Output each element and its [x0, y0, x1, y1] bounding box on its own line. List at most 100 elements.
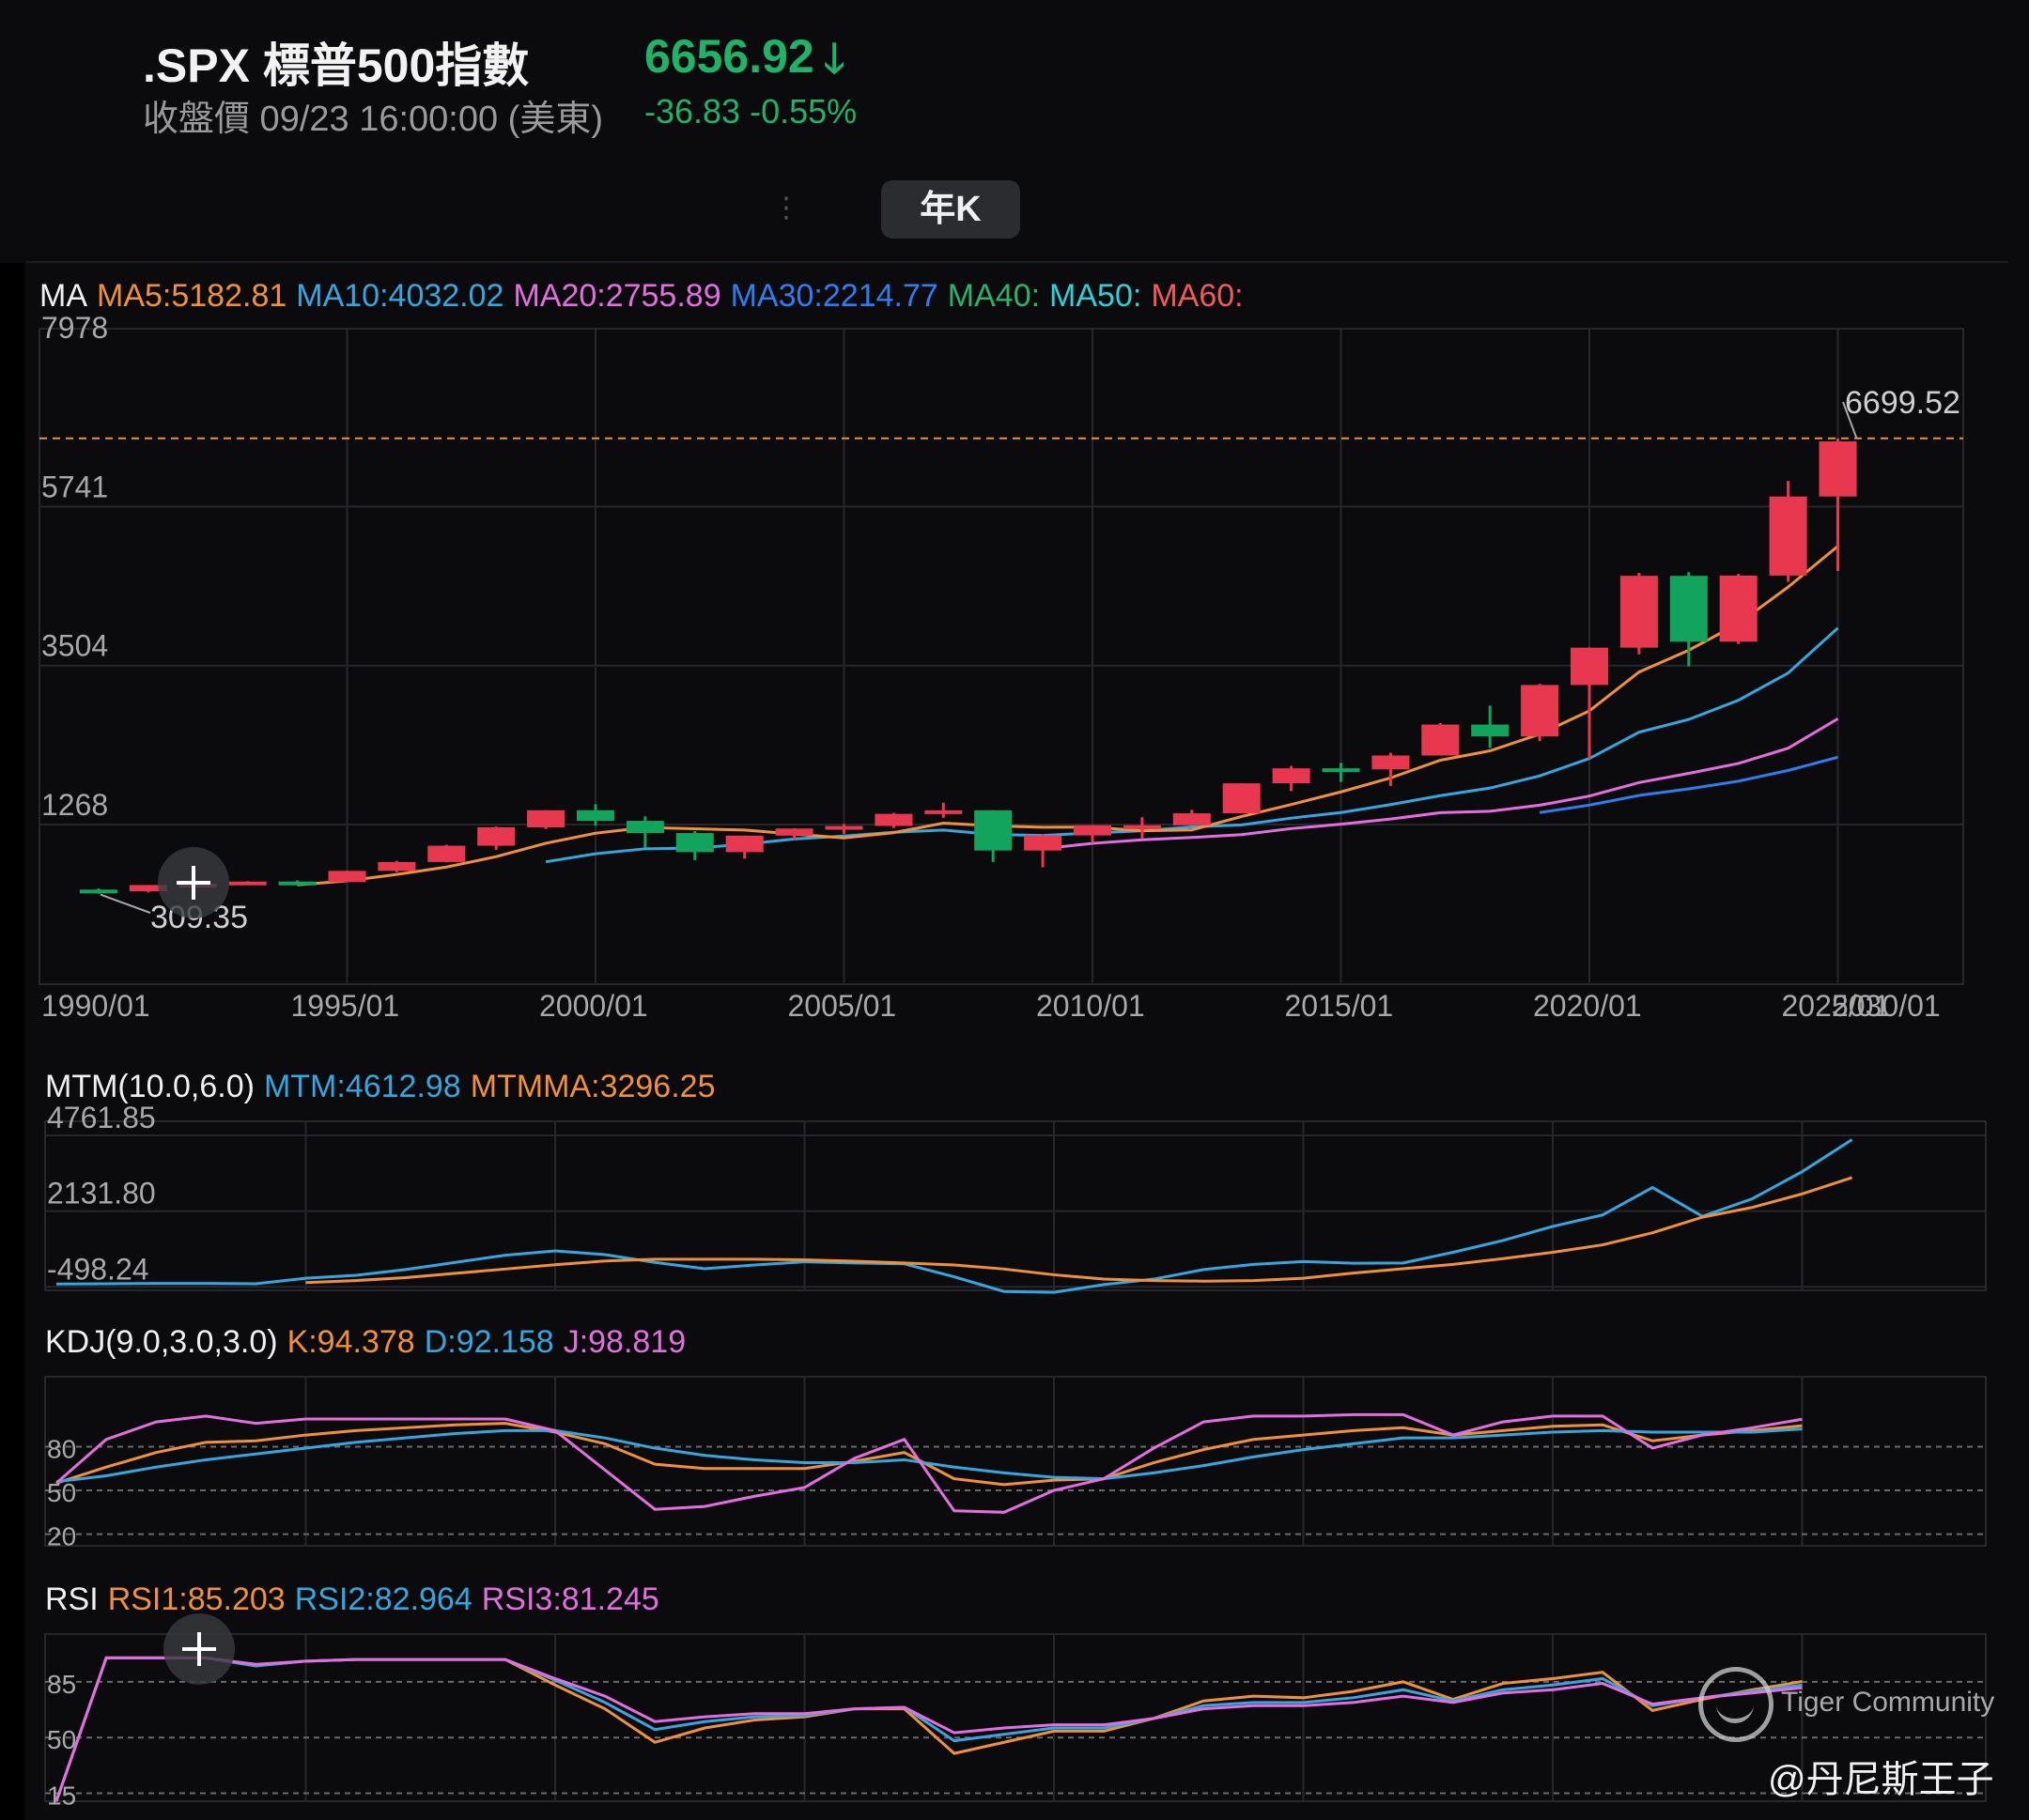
x-tick-label: 2010/01 [1036, 989, 1145, 1023]
candle-body [1669, 576, 1708, 642]
candle-body [1471, 724, 1510, 737]
rsi_legend-title: RSI [45, 1581, 99, 1617]
candle-body [477, 826, 516, 846]
rsi_legend-item: RSI1:85.203 [107, 1581, 286, 1617]
candle-body [1024, 835, 1062, 851]
ma_legend-title: MA [39, 278, 87, 314]
down-arrow-icon: 🡓 [823, 36, 845, 82]
ma_legend-item: MA30:2214.77 [730, 278, 938, 314]
ma30-line [1539, 755, 1838, 814]
x-tick-label: 1990/01 [41, 989, 150, 1023]
candle-body [626, 821, 664, 834]
x-tick-label: 2015/01 [1285, 989, 1394, 1023]
candle-body [1521, 685, 1559, 737]
more-dots-icon[interactable]: ⋮ [772, 193, 800, 224]
kdj_legend-item: D:92.158 [424, 1324, 554, 1360]
ma5-line [297, 545, 1839, 887]
watermark-text: Tiger Community [1781, 1687, 1995, 1718]
kdj-d-line [55, 1427, 1803, 1484]
last-price-value: 6656.92 [644, 30, 814, 83]
candle-body [974, 810, 1013, 851]
kdj_legend-item: J:98.819 [563, 1324, 687, 1360]
y-tick-label: 3504 [41, 629, 108, 663]
candle-body [527, 810, 565, 827]
candle-body [1421, 724, 1460, 756]
candle-body [825, 825, 863, 830]
candle-body [1322, 768, 1360, 773]
candle-body [1222, 783, 1261, 814]
mtm-frame [44, 1120, 1987, 1291]
candle-body [328, 871, 366, 883]
x-tick-label: 2020/01 [1533, 989, 1642, 1023]
y-tick-label: 5741 [41, 470, 108, 503]
x-tick-label: 2005/01 [788, 989, 897, 1023]
rsi-rsi3-line [54, 1656, 1803, 1802]
rsi_legend-item: RSI2:82.964 [294, 1581, 472, 1617]
mtm-mtmma-line [305, 1176, 1853, 1285]
candle-body [875, 813, 913, 826]
period-tab-yearly[interactable]: 年K [881, 180, 1020, 239]
candle-body [1123, 825, 1161, 829]
candle-body [378, 861, 416, 871]
candle-body [1571, 647, 1608, 686]
kdj_legend-title: KDJ(9.0,3.0,3.0) [45, 1324, 278, 1360]
y-tick-label: 50 [47, 1725, 76, 1754]
kdj-frame [44, 1376, 1987, 1547]
price-change: -36.83 -0.55% [644, 92, 858, 131]
symbol-title: .SPX 標普500指數 [143, 39, 530, 92]
tiger-logo-icon [1698, 1667, 1773, 1742]
candle-body [80, 889, 117, 894]
left-edge [0, 0, 24, 1820]
y-tick-label: 4761.85 [47, 1101, 156, 1134]
candle-body [427, 845, 466, 862]
ma_legend-item: MA5:5182.81 [97, 278, 287, 314]
y-tick-label: 20 [47, 1522, 76, 1551]
last-price: 6656.92 🡓 [644, 28, 845, 99]
rsi-legend: RSI RSI1:85.203 RSI2:82.964 RSI3:81.245 [45, 1581, 669, 1618]
mtm-mtm-line [55, 1138, 1853, 1294]
header-divider [26, 261, 2008, 263]
ma10-line [545, 626, 1839, 864]
main-chart-frame [39, 328, 1964, 985]
candle-body [228, 881, 267, 886]
y-tick-label: 85 [47, 1670, 76, 1699]
x-tick-label: 2025/01 [1782, 989, 1891, 1023]
candle-body [1172, 813, 1211, 825]
ma_legend-item: MA50: [1049, 278, 1142, 314]
candle-body [278, 881, 317, 886]
mtm_legend-item: MTM:4612.98 [263, 1069, 461, 1104]
ma_legend-item: MA10:4032.02 [296, 278, 504, 314]
mtm_legend-title: MTM(10.0,6.0) [45, 1069, 255, 1104]
ma_legend-item: MA60: [1151, 278, 1244, 314]
ma-legend: MA MA5:5182.81 MA10:4032.02 MA20:2755.89 MA3… [39, 278, 1253, 315]
ma20-line [1042, 717, 1839, 851]
candle-body [1272, 768, 1310, 784]
candle-body [675, 833, 714, 853]
high-price-label: 6699.52 [1845, 385, 1960, 421]
y-tick-label: 1268 [41, 788, 108, 822]
x-tick-label: 1995/01 [291, 989, 400, 1023]
candle-body [1074, 825, 1111, 836]
kdj-legend: KDJ(9.0,3.0,3.0) K:94.378 D:92.158 J:98.819 [45, 1324, 695, 1361]
candle-body [725, 835, 764, 853]
y-tick-label: 50 [47, 1478, 76, 1507]
mtm_legend-item: MTMMA:3296.25 [470, 1069, 716, 1104]
candle-body [1371, 755, 1410, 770]
ma_legend-item: MA40: [947, 278, 1041, 314]
candle-body [924, 810, 963, 814]
rsi-frame [44, 1633, 1987, 1802]
x-tick-label: 2030/01 [1832, 989, 1941, 1023]
y-tick-label: 80 [47, 1434, 76, 1463]
high-label-leader [1842, 401, 1858, 440]
mtm-legend: MTM(10.0,6.0) MTM:4612.98 MTMMA:3296.25 [45, 1069, 724, 1105]
author-handle: @丹尼斯王子 [1768, 1759, 1994, 1800]
x-tick-label: 2000/01 [539, 989, 648, 1023]
y-tick-label: 2131.80 [47, 1177, 156, 1211]
candle-body [1819, 441, 1857, 497]
rsi-rsi1-line [54, 1656, 1803, 1802]
candle-body [1719, 575, 1758, 642]
quote-header: .SPX 標普500指數 收盤價 09/23 16:00:00 (美東) 665… [0, 0, 2029, 263]
candle-body [129, 885, 167, 892]
kdj_legend-item: K:94.378 [287, 1324, 415, 1360]
